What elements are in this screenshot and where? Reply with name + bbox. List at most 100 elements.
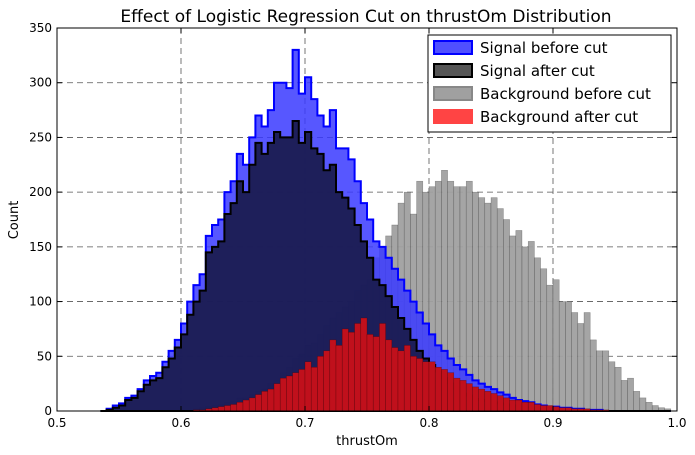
legend-label: Background after cut [480, 108, 638, 126]
histogram-bar [546, 405, 554, 412]
histogram-bar [397, 350, 405, 412]
histogram-bar [317, 356, 324, 412]
histogram-bar [273, 383, 281, 412]
histogram-bar [230, 404, 238, 412]
histogram-bar [298, 369, 306, 412]
histogram-bar [571, 312, 579, 412]
histogram-bar [434, 366, 442, 412]
histogram-bar [478, 388, 486, 412]
legend-swatch [433, 63, 473, 78]
histogram-bar [552, 406, 560, 412]
histogram-bar [478, 197, 486, 412]
histogram-bar [441, 369, 448, 412]
histogram-bar [534, 404, 541, 412]
y-tick-label: 300 [29, 76, 52, 90]
histogram-bar [360, 317, 368, 412]
histogram-bar [366, 334, 374, 412]
histogram-bar [627, 377, 634, 412]
histogram-bar [558, 301, 566, 412]
legend-swatch [433, 40, 473, 55]
histogram-bar [267, 388, 275, 412]
histogram-bar [565, 301, 572, 412]
histogram-bar [645, 401, 653, 412]
histogram-bar [484, 391, 492, 412]
legend-swatch [433, 86, 473, 101]
histogram-bar [236, 401, 244, 412]
histogram-bar [410, 356, 417, 412]
histogram-bar [286, 375, 293, 412]
histogram-bar [639, 397, 647, 412]
histogram-bar [335, 345, 343, 412]
histogram-bar [472, 386, 479, 412]
histogram-bar [385, 339, 393, 412]
chart-title: Effect of Logistic Regression Cut on thr… [120, 7, 611, 27]
legend-swatch [433, 109, 473, 124]
legend-label: Background before cut [480, 85, 651, 103]
y-tick-label: 0 [44, 404, 52, 418]
legend-label: Signal before cut [480, 39, 608, 57]
histogram-bar [583, 312, 591, 412]
histogram-bar [614, 366, 622, 412]
histogram-bar [354, 323, 362, 412]
y-tick-label: 350 [29, 21, 52, 35]
histogram-bar [534, 257, 541, 412]
y-tick-label: 200 [29, 185, 52, 199]
histogram-bar [515, 230, 523, 412]
histogram-bar [608, 361, 616, 412]
y-tick-label: 250 [29, 130, 52, 144]
histogram-bar [459, 380, 467, 412]
histogram-bar [248, 397, 256, 412]
x-tick-label: 1.0 [667, 416, 686, 430]
histogram-bar [527, 241, 535, 412]
histogram-bar [540, 268, 548, 412]
histogram-bar [323, 350, 331, 412]
histogram-bar [540, 405, 548, 412]
y-axis-label: Count [7, 201, 22, 240]
histogram-bar [515, 399, 523, 412]
x-tick-label: 0.6 [171, 416, 190, 430]
histogram-bar [428, 361, 436, 412]
histogram-bar [304, 361, 312, 412]
histogram-bar [509, 235, 517, 412]
histogram-bar [329, 339, 337, 412]
y-tick-label: 100 [29, 295, 52, 309]
histogram-bar [503, 219, 510, 412]
plot-frame [56, 27, 678, 412]
histogram-bar [217, 406, 225, 412]
histogram-bar [465, 383, 473, 412]
histogram-bar [521, 401, 529, 412]
histogram-bar [453, 377, 461, 412]
axis-ticks: 0.5 0.6 0.7 0.8 0.9 1.0 0 50 100 150 200 250 300 350 [29, 21, 686, 430]
histogram-bar [602, 350, 610, 412]
histogram-bar [341, 328, 349, 412]
x-tick-label: 0.9 [543, 416, 562, 430]
histogram-bar [372, 336, 380, 412]
histogram-bar [279, 377, 287, 412]
histogram-bar [577, 323, 585, 412]
histogram-bar [496, 208, 504, 412]
histogram-bar [620, 380, 628, 412]
histogram-bar [447, 372, 455, 412]
histogram-bar [484, 202, 492, 412]
x-tick-label: 0.8 [419, 416, 438, 430]
histogram-bar [509, 399, 517, 412]
x-tick-label: 0.7 [295, 416, 314, 430]
histogram-bar [224, 405, 231, 412]
histogram-bar [589, 339, 597, 412]
histogram-bar [422, 361, 430, 412]
histogram-bar [416, 358, 424, 412]
histogram-bar [552, 279, 560, 412]
histogram-bar [255, 394, 262, 412]
histogram-bar [348, 331, 355, 412]
histogram-bar [391, 347, 399, 412]
histogram-bar [490, 393, 498, 412]
histogram-bar [242, 399, 250, 412]
histogram-bar [292, 372, 300, 412]
y-tick-label: 150 [29, 240, 52, 254]
histogram-bar [503, 397, 510, 412]
histogram-bar [490, 197, 498, 412]
histogram-bar [403, 345, 411, 412]
histogram-bar [596, 350, 603, 412]
y-tick-label: 50 [37, 349, 52, 363]
